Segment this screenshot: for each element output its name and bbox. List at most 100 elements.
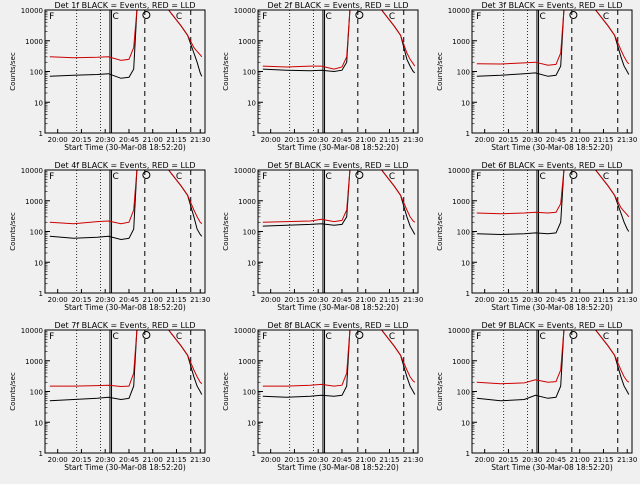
series-line-lld <box>262 10 416 70</box>
segment-marker-label: F <box>262 12 267 22</box>
series-line-lld <box>49 330 203 388</box>
x-tick-label: 20:30 <box>308 456 328 464</box>
segment-marker-label: C <box>176 172 182 182</box>
x-axis-label: Start Time (30-Mar-08 18:52:20) <box>277 303 399 312</box>
x-tick-label: 20:30 <box>95 456 115 464</box>
y-tick-label: 1000 <box>25 358 43 366</box>
panel-title: Det 9f BLACK = Events, RED = LLD <box>481 321 622 330</box>
peak-marker-circle <box>355 331 364 339</box>
series-line-events <box>476 170 630 236</box>
x-axis-label: Start Time (30-Mar-08 18:52:20) <box>491 143 613 152</box>
y-tick-label: 1 <box>466 130 470 138</box>
y-axis-label: Counts/sec <box>9 372 17 411</box>
plot-frame <box>471 169 633 294</box>
y-tick-label: 1000 <box>452 198 470 206</box>
x-tick-label: 21:30 <box>403 296 423 304</box>
segment-marker-label: C <box>540 12 546 22</box>
y-tick-label: 10 <box>34 259 43 267</box>
x-tick-label: 20:45 <box>119 136 139 144</box>
segment-marker-label: F <box>476 12 481 22</box>
x-axis-label: Start Time (30-Mar-08 18:52:20) <box>491 463 613 472</box>
y-tick-label: 10 <box>461 259 470 267</box>
x-tick-label: 21:00 <box>356 136 376 144</box>
x-tick-label: 20:45 <box>332 456 352 464</box>
x-tick-label: 20:30 <box>95 136 115 144</box>
series-line-events <box>476 330 630 402</box>
y-axis-label: Counts/sec <box>222 372 230 411</box>
y-tick-label: 100 <box>457 229 470 237</box>
x-tick-label: 20:00 <box>48 296 68 304</box>
x-tick-label: 21:30 <box>403 136 423 144</box>
x-tick-label: 21:30 <box>617 296 637 304</box>
plot-frame <box>44 169 206 294</box>
x-tick-label: 21:00 <box>143 136 163 144</box>
series-line-events <box>49 10 203 79</box>
x-tick-label: 20:00 <box>475 136 495 144</box>
peak-marker-circle <box>142 331 151 339</box>
x-tick-label: 21:00 <box>143 296 163 304</box>
segment-marker-label: C <box>603 332 609 342</box>
x-tick-label: 21:30 <box>190 296 210 304</box>
y-tick-label: 10 <box>461 419 470 427</box>
segment-marker-label: C <box>176 12 182 22</box>
y-tick-label: 1 <box>39 290 43 298</box>
plot-frame <box>257 329 419 454</box>
series-line-events <box>262 330 416 398</box>
x-tick-label: 20:15 <box>498 456 518 464</box>
series-line-lld <box>262 170 416 223</box>
x-tick-label: 21:30 <box>403 456 423 464</box>
y-tick-label: 10000 <box>448 167 470 175</box>
segment-marker-label: C <box>326 332 332 342</box>
series-line-events <box>476 10 630 77</box>
y-tick-label: 10000 <box>21 7 43 15</box>
y-tick-label: 10 <box>34 99 43 107</box>
series-line-events <box>262 170 416 235</box>
plot-frame <box>471 9 633 134</box>
x-axis-label: Start Time (30-Mar-08 18:52:20) <box>64 303 186 312</box>
x-tick-label: 21:15 <box>379 456 399 464</box>
y-axis-label: Counts/sec <box>222 212 230 251</box>
x-tick-label: 20:15 <box>71 136 91 144</box>
y-tick-label: 100 <box>30 229 43 237</box>
series-line-lld <box>49 10 203 61</box>
peak-marker-circle <box>569 11 578 19</box>
series-line-lld <box>262 330 416 387</box>
panel-title: Det 1f BLACK = Events, RED = LLD <box>54 1 195 10</box>
x-tick-label: 20:30 <box>95 296 115 304</box>
x-tick-label: 20:45 <box>119 296 139 304</box>
x-axis-label: Start Time (30-Mar-08 18:52:20) <box>64 463 186 472</box>
y-tick-label: 100 <box>243 389 256 397</box>
peak-marker-circle <box>569 171 578 179</box>
x-tick-label: 20:00 <box>261 136 281 144</box>
y-tick-label: 1000 <box>238 358 256 366</box>
peak-marker-circle <box>355 11 364 19</box>
plot-frame <box>44 9 206 134</box>
x-tick-label: 20:45 <box>546 456 566 464</box>
x-tick-label: 20:15 <box>284 296 304 304</box>
y-axis-label: Counts/sec <box>9 52 17 91</box>
x-tick-label: 21:30 <box>617 456 637 464</box>
x-tick-label: 20:00 <box>261 296 281 304</box>
y-tick-label: 1 <box>39 130 43 138</box>
y-tick-label: 1 <box>252 450 256 458</box>
x-tick-label: 20:45 <box>332 136 352 144</box>
segment-marker-label: F <box>262 332 267 342</box>
y-axis-label: Counts/sec <box>222 52 230 91</box>
x-tick-label: 20:00 <box>261 456 281 464</box>
segment-marker-label: C <box>389 172 395 182</box>
x-tick-label: 20:00 <box>48 456 68 464</box>
x-tick-label: 21:15 <box>379 136 399 144</box>
x-axis-label: Start Time (30-Mar-08 18:52:20) <box>64 143 186 152</box>
segment-marker-label: C <box>540 332 546 342</box>
y-tick-label: 100 <box>243 69 256 77</box>
y-tick-label: 1000 <box>452 358 470 366</box>
segment-marker-label: C <box>603 172 609 182</box>
x-axis-label: Start Time (30-Mar-08 18:52:20) <box>491 303 613 312</box>
series-line-events <box>49 170 203 241</box>
